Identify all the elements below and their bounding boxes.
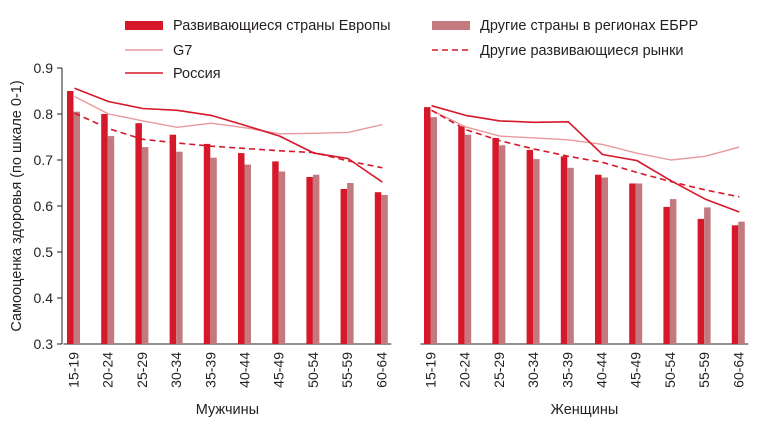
bar-other-ebrd [312,174,320,344]
bar-other-ebrd [176,151,183,344]
panel-title: Мужчины [196,402,259,418]
x-tick-label: 45-49 [628,352,644,388]
legend-label-other_emerging: Другие развивающиеся рынки [480,43,684,59]
y-tick-label: 0.8 [34,106,54,122]
x-tick-label: 20-24 [457,352,473,388]
bar-other-ebrd [347,183,354,344]
x-tick-label: 50-54 [662,352,678,388]
plot-area: 15-19 20-24 25-29 30-34 35-39 40-44 45-49 50-54… [63,87,749,418]
bar-emerging-europe [101,114,108,344]
series-line-other-emerging [431,109,740,198]
series-line-other-emerging [74,112,383,169]
x-tick-label: 40-44 [594,352,610,388]
bar-emerging-europe [458,126,465,344]
x-tick-label: 35-39 [559,352,575,388]
series-line-russia [431,104,740,213]
bar-other-ebrd [430,117,437,344]
bar-emerging-europe [731,225,739,344]
bar-other-ebrd [738,221,745,344]
bar-other-ebrd [601,177,608,344]
x-tick-label: 55-59 [339,352,355,388]
series-line-g7 [74,95,383,135]
bar-emerging-europe [492,137,499,344]
bar-emerging-europe [67,91,74,344]
legend-item-other_emerging: Другие развивающиеся рынки [432,43,684,59]
legend-label-g7: G7 [173,43,192,59]
legend-label-emerging_europe: Развивающиеся страны Европы [173,18,391,34]
x-tick-label: 15-19 [66,352,82,388]
x-tick-label: 50-54 [305,352,321,388]
legend-item-other_ebrd: Другие страны в регионах ЕБРР [432,18,698,34]
x-tick-label: 55-59 [696,352,712,388]
y-axis-title: Самооценка здоровья (по шкале 0-1) [9,80,25,331]
legend-label-other_ebrd: Другие страны в регионах ЕБРР [480,18,698,34]
panel-men: 15-19 20-24 25-29 30-34 35-39 40-44 45-49 50-54… [63,87,392,418]
legend-label-russia: Россия [173,66,221,82]
bar-emerging-europe [169,134,177,344]
bar-other-ebrd [278,171,286,344]
bar-other-ebrd [107,136,115,344]
series-line-russia [74,87,383,183]
bar-emerging-europe [697,218,705,344]
bar-emerging-europe [629,183,636,344]
legend: Развивающиеся страны Европы Другие страны… [125,18,698,82]
bar-emerging-europe [663,206,670,344]
y-tick-label: 0.6 [34,198,54,214]
y-tick-label: 0.5 [34,244,54,260]
bar-other-ebrd [669,199,677,344]
bar-emerging-europe [560,156,568,344]
bar-emerging-europe [238,153,245,344]
bar-other-ebrd [704,207,711,344]
legend-item-g7: G7 [125,43,192,59]
x-tick-label: 30-34 [168,352,184,388]
panel-women: 15-19 20-24 25-29 30-34 35-39 40-44 45-49 50-54… [420,104,749,418]
x-tick-label: 30-34 [525,352,541,388]
bar-emerging-europe [203,143,211,344]
x-tick-label: 35-39 [202,352,218,388]
bar-emerging-europe [272,161,279,344]
bar-other-ebrd [464,134,472,344]
bar-other-ebrd [381,194,388,344]
bar-emerging-europe [306,177,313,344]
x-tick-label: 25-29 [491,352,507,388]
y-tick-label: 0.3 [34,336,54,352]
x-tick-label: 20-24 [100,352,116,388]
y-tick-label: 0.7 [34,152,54,168]
x-tick-label: 45-49 [271,352,287,388]
bar-other-ebrd [498,145,506,344]
panel-title: Женщины [551,402,619,418]
bar-other-ebrd [244,164,251,344]
bar-emerging-europe [595,174,602,344]
y-axis: Самооценка здоровья (по шкале 0-1) 0.3 0.… [9,60,63,352]
bar-emerging-europe [526,149,534,344]
bar-other-ebrd [533,159,540,344]
legend-swatch-other_ebrd [432,21,470,30]
bar-emerging-europe [340,188,348,344]
legend-item-russia: Россия [125,66,221,82]
bar-other-ebrd [635,183,643,344]
legend-swatch-emerging_europe [125,21,163,30]
bar-other-ebrd [73,111,80,344]
legend-item-emerging_europe: Развивающиеся страны Европы [125,18,391,34]
bar-emerging-europe [135,123,142,344]
x-tick-label: 25-29 [134,352,150,388]
bar-other-ebrd [210,157,217,344]
x-tick-label: 15-19 [423,352,439,388]
bar-emerging-europe [374,192,382,344]
bar-other-ebrd [141,147,149,344]
x-tick-label: 60-64 [730,352,746,388]
y-tick-label: 0.9 [34,60,54,76]
y-tick-label: 0.4 [34,290,54,306]
bar-other-ebrd [567,167,574,344]
x-tick-label: 60-64 [373,352,389,388]
series-line-g7 [431,109,740,161]
bar-emerging-europe [424,107,431,344]
x-tick-label: 40-44 [237,352,253,388]
